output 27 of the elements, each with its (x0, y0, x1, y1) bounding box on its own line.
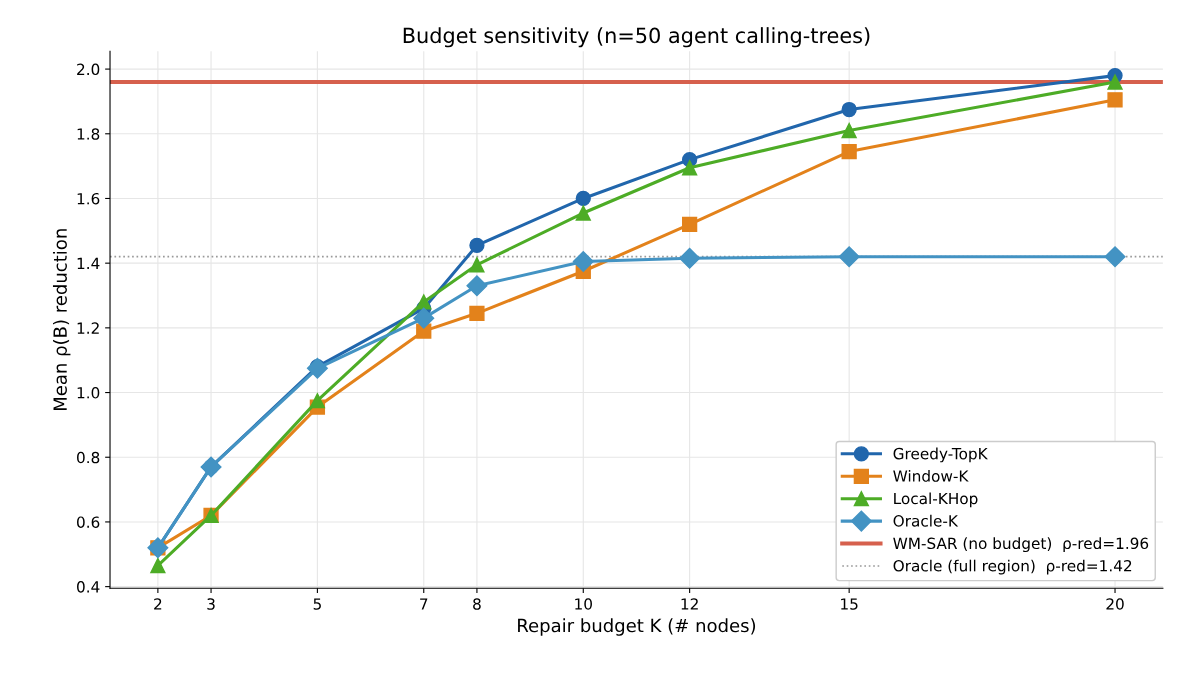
y-tick-label: 0.8 (77, 451, 100, 464)
y-tick-label: 2.0 (77, 63, 100, 76)
legend-label: WM-SAR (no budget) ρ-red=1.96 (893, 537, 1149, 553)
x-tick-label: 7 (420, 598, 428, 610)
legend-label: Local-KHop (894, 492, 978, 508)
x-tick-label: 15 (841, 598, 858, 610)
y-axis-title: Mean ρ(B) reduction (52, 229, 71, 411)
legend-label: Oracle (full region) ρ-red=1.42 (893, 559, 1132, 575)
y-tick-label: 0.4 (77, 581, 100, 593)
legend-label: Oracle-K (893, 514, 959, 527)
x-tick-label: 10 (575, 598, 592, 610)
y-tick-label: 1.2 (77, 322, 99, 334)
x-tick-label: 2 (154, 598, 162, 610)
legend-label: Greedy-TopK (893, 447, 988, 463)
y-tick-label: 1.0 (77, 387, 100, 399)
x-tick-label: 20 (1106, 598, 1124, 610)
chart-title: Budget sensitivity (n=50 agent calling-trees) (403, 27, 870, 48)
x-tick-label: 3 (207, 598, 215, 610)
x-axis-title: Repair budget K (# nodes) (518, 618, 756, 636)
x-tick-label: 12 (681, 598, 698, 610)
y-tick-label: 1.4 (77, 257, 100, 269)
x-tick-label: 8 (473, 598, 481, 610)
legend-label: Window-K (893, 470, 969, 482)
y-tick-label: 0.6 (77, 516, 100, 528)
y-tick-label: 1.8 (77, 128, 100, 140)
y-tick-label: 1.6 (77, 192, 100, 205)
x-tick-label: 5 (313, 598, 321, 610)
